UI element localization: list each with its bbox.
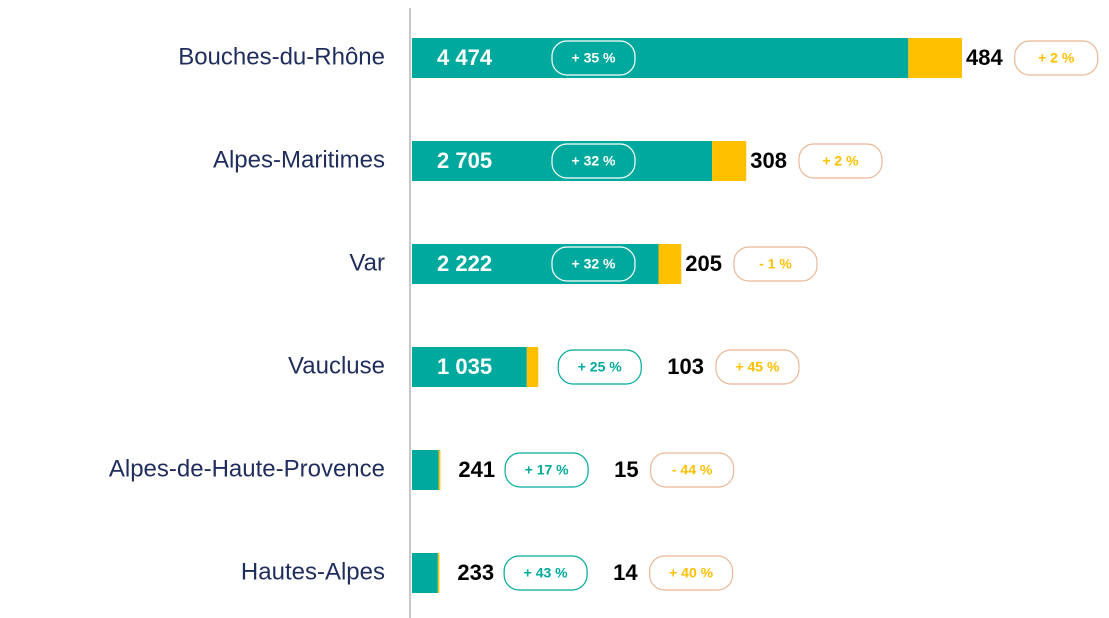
bar-segment xyxy=(412,553,438,593)
change-badge xyxy=(551,246,636,282)
change-badge xyxy=(551,40,636,76)
change-badge xyxy=(551,143,636,179)
category-label: Alpes-Maritimes xyxy=(213,146,385,173)
change-label: + 45 % xyxy=(735,359,780,375)
bar-segment xyxy=(412,141,713,181)
change-badge xyxy=(798,143,883,179)
change-badge xyxy=(557,349,642,385)
value-label: 14 xyxy=(613,560,638,585)
value-label: 103 xyxy=(667,354,704,379)
change-badge xyxy=(504,452,589,488)
change-label: - 44 % xyxy=(672,462,713,478)
category-label: Alpes-de-Haute-Provence xyxy=(109,455,385,482)
change-badge xyxy=(503,555,588,591)
change-badge xyxy=(733,246,818,282)
bar-segment xyxy=(412,38,909,78)
bar-segment xyxy=(437,553,440,593)
value-label: 4 474 xyxy=(437,45,493,70)
value-label: 308 xyxy=(750,148,787,173)
bar-segment xyxy=(658,244,682,284)
change-label: + 43 % xyxy=(524,565,569,581)
change-label: + 32 % xyxy=(572,153,617,169)
value-label: 15 xyxy=(614,457,638,482)
bar-segment xyxy=(438,450,441,490)
value-label: 233 xyxy=(457,560,494,585)
change-label: - 1 % xyxy=(759,256,792,272)
value-label: 2 222 xyxy=(437,251,492,276)
category-label: Bouches-du-Rhône xyxy=(178,43,385,70)
bar-segment xyxy=(412,450,439,490)
change-badge xyxy=(650,452,735,488)
value-label: 205 xyxy=(685,251,722,276)
bar-segment xyxy=(712,141,747,181)
category-label: Vaucluse xyxy=(288,352,385,379)
change-label: + 32 % xyxy=(572,256,617,272)
category-label: Var xyxy=(349,249,385,276)
value-label: 2 705 xyxy=(437,148,492,173)
category-label: Hautes-Alpes xyxy=(241,558,385,585)
change-label: + 35 % xyxy=(572,50,617,66)
value-label: 484 xyxy=(966,45,1003,70)
change-badge xyxy=(715,349,800,385)
change-label: + 17 % xyxy=(525,462,570,478)
change-badge xyxy=(649,555,734,591)
bar-segment xyxy=(412,347,527,387)
bar-segment xyxy=(908,38,962,78)
bar-segment xyxy=(412,244,659,284)
value-label: 241 xyxy=(458,457,495,482)
change-badge xyxy=(1014,40,1099,76)
change-label: + 2 % xyxy=(822,153,859,169)
change-label: + 25 % xyxy=(578,359,623,375)
change-label: + 2 % xyxy=(1038,50,1075,66)
change-label: + 40 % xyxy=(669,565,714,581)
bar-segment xyxy=(526,347,539,387)
value-label: 1 035 xyxy=(437,354,492,379)
